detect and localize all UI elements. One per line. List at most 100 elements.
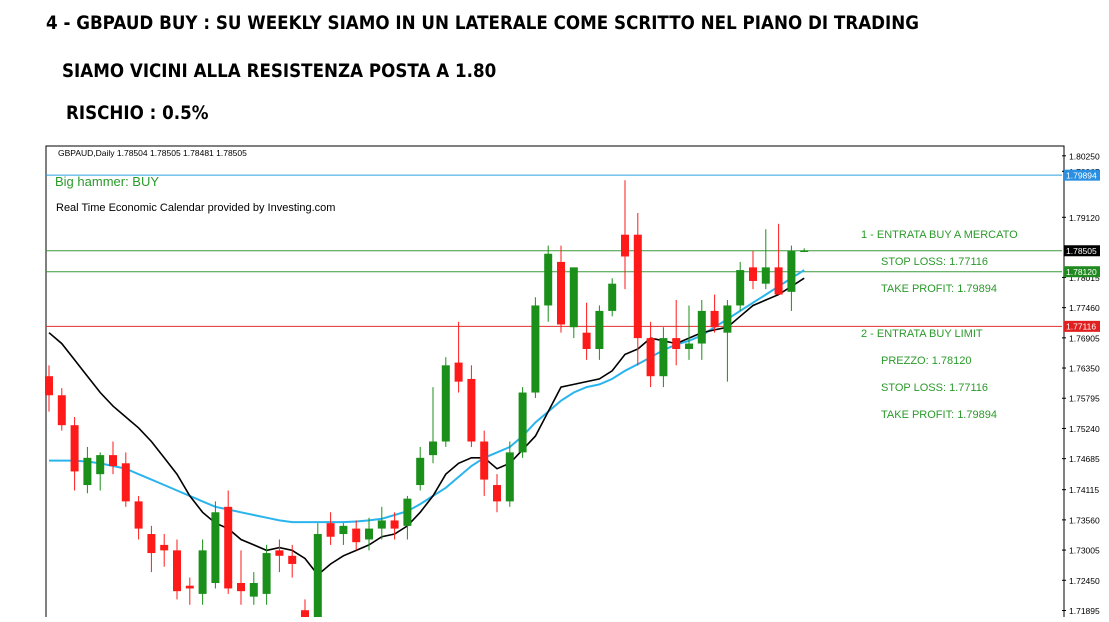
candle-body (185, 585, 194, 589)
candle-body (160, 544, 169, 551)
candle-body (582, 332, 591, 349)
candle (70, 417, 79, 491)
price-axis: 1.802501.799651.791201.780151.774601.769… (1062, 151, 1100, 616)
candle (454, 321, 463, 393)
candle (646, 321, 655, 388)
candle (608, 278, 617, 317)
candle (377, 506, 386, 540)
candle-body (493, 485, 501, 502)
candle-body (390, 520, 399, 529)
price-tag-label: 1.79894 (1066, 170, 1097, 180)
calendar-note: Real Time Economic Calendar provided by … (56, 202, 335, 214)
tick-label: 1.76905 (1069, 333, 1100, 343)
candle-body (454, 362, 463, 382)
candle-body (403, 498, 412, 526)
price-tag-box (1064, 266, 1100, 278)
price-tag-label: 1.78505 (1066, 246, 1097, 256)
candle-body (352, 528, 361, 543)
tick-label: 1.73560 (1069, 515, 1100, 525)
tick-label: 1.76350 (1069, 364, 1100, 374)
price-tag-buy-limit: 1.78120 (1064, 266, 1100, 278)
levels-layer (46, 174, 1062, 327)
candle (326, 512, 335, 545)
candle (595, 305, 604, 360)
candle (275, 539, 284, 573)
entry1-title: 1 - ENTRATA BUY A MERCATO (861, 229, 1018, 241)
candle (787, 245, 796, 311)
candle-body (723, 305, 732, 333)
candle-body (339, 525, 348, 535)
candle-body (800, 250, 809, 252)
candle (467, 365, 476, 447)
tick-label: 1.78015 (1069, 273, 1100, 283)
symbol-info: GBPAUD,Daily 1.78504 1.78505 1.78481 1.7… (58, 148, 247, 158)
candle-body (569, 267, 578, 328)
candle (659, 327, 668, 388)
candle-body (544, 253, 553, 306)
candle-body (659, 338, 668, 377)
candle-body (518, 392, 527, 453)
heading-resistance-note: SIAMO VICINI ALLA RESISTENZA POSTA A 1.8… (62, 60, 497, 82)
candle (288, 544, 297, 578)
candle (352, 520, 361, 551)
entry1-stop-loss: STOP LOSS: 1.77116 (881, 256, 988, 268)
candle (723, 300, 732, 382)
candle (697, 300, 706, 360)
candle-body (237, 583, 245, 592)
candle-body (198, 550, 207, 594)
candle-body (224, 506, 233, 589)
candle-body (633, 234, 642, 339)
candle (173, 539, 181, 600)
candle (505, 441, 514, 507)
price-tag-label: 1.77116 (1066, 322, 1096, 332)
candle-body (749, 267, 757, 281)
candle (262, 544, 271, 605)
candle-body (480, 441, 489, 480)
candle (121, 452, 130, 507)
tick-label: 1.73005 (1069, 546, 1100, 556)
tick-label: 1.74685 (1069, 454, 1100, 464)
candle-body (685, 343, 693, 349)
candle (83, 446, 92, 494)
entry1-take-profit: TAKE PROFIT: 1.79894 (881, 283, 997, 295)
candle (761, 229, 770, 290)
price-tag-stop-loss: 1.77116 (1064, 320, 1100, 332)
candle-body (595, 310, 604, 349)
candle-body (736, 270, 745, 306)
entry2-take-profit: TAKE PROFIT: 1.79894 (881, 409, 997, 421)
candle-body (531, 305, 540, 393)
candle (198, 539, 207, 605)
candle-body (211, 512, 220, 584)
candle-body (96, 455, 105, 475)
candle (96, 452, 105, 491)
candle (800, 248, 809, 253)
candle (160, 534, 169, 567)
candle-body (173, 550, 181, 592)
candles-layer (45, 180, 809, 622)
candle (531, 297, 540, 398)
entry2-price: PREZZO: 1.78120 (881, 355, 972, 367)
candle (301, 599, 309, 622)
candle-body (262, 553, 271, 594)
price-tag-take-profit: 1.79894 (1064, 169, 1100, 181)
candle (441, 357, 450, 447)
tick-label: 1.72450 (1069, 576, 1100, 586)
candle (685, 305, 693, 360)
candle (480, 430, 489, 496)
candle-body (761, 267, 770, 284)
tick-label: 1.75795 (1069, 394, 1100, 404)
candle-body (467, 378, 476, 442)
candle (569, 267, 578, 339)
candle (185, 577, 194, 605)
candle-body (109, 455, 117, 466)
candle (224, 490, 233, 594)
candle-body (621, 234, 629, 257)
candle (710, 294, 719, 333)
candle-body (147, 534, 156, 554)
candle-body (377, 520, 386, 529)
tick-label: 1.75240 (1069, 424, 1100, 434)
candle (109, 441, 117, 475)
candle (403, 495, 412, 540)
candle (544, 245, 553, 322)
